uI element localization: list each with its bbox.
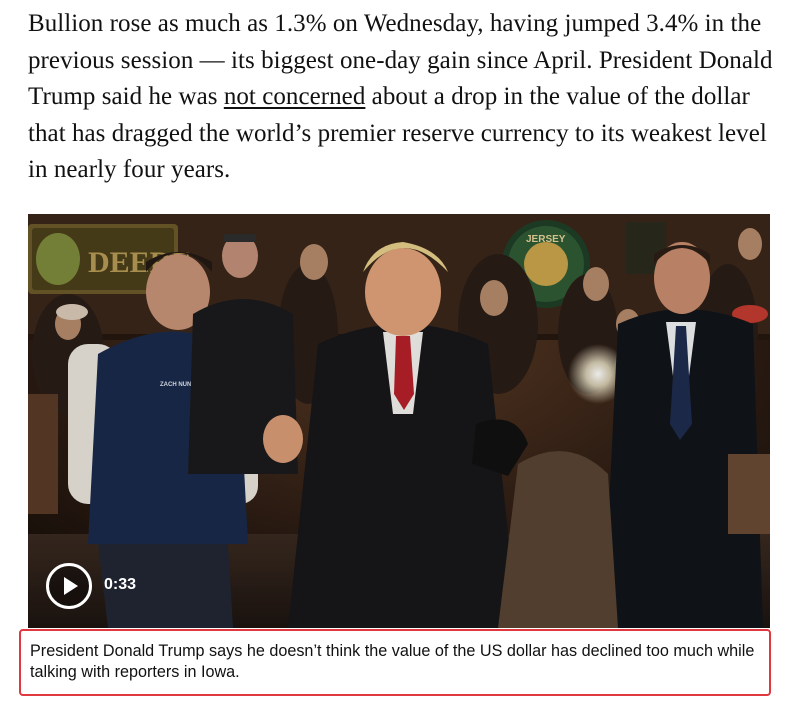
- video-duration: 0:33: [104, 576, 137, 593]
- video-player[interactable]: DEERE JERSEY: [28, 214, 770, 628]
- not-concerned-link[interactable]: not concerned: [223, 83, 366, 110]
- vest-logo-text: ZACH NUNN: [160, 382, 196, 388]
- video-caption-highlight: President Donald Trump says he doesn’t t…: [19, 629, 771, 696]
- video-caption: President Donald Trump says he doesn’t t…: [30, 642, 755, 681]
- center-man-figure: [263, 242, 528, 628]
- article-text-part2: about a drop in the value of the dollar …: [28, 83, 767, 183]
- play-icon: [64, 577, 78, 595]
- article-paragraph: Bullion rose as much as 1.3% on Wednesda…: [28, 6, 778, 189]
- jersey-sign-text: JERSEY: [526, 234, 566, 245]
- article-text-part1: Bullion rose as much as 1.3% on Wednesda…: [28, 10, 773, 110]
- deere-sign: DEERE: [28, 224, 191, 294]
- play-button[interactable]: [46, 563, 92, 609]
- video-thumbnail: DEERE JERSEY: [28, 214, 770, 628]
- right-man-figure: [603, 242, 763, 628]
